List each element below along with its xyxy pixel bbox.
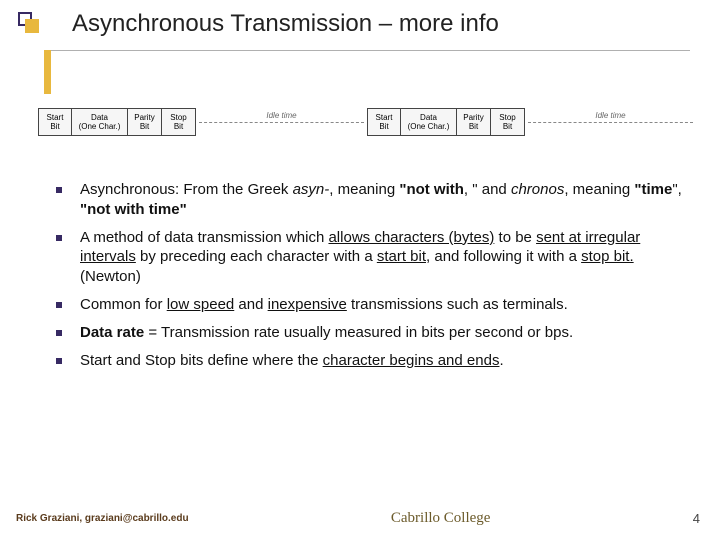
- accent-bar: [44, 50, 51, 94]
- diagram-cell: StopBit: [491, 108, 525, 136]
- footer-author: Rick Graziani, graziani@cabrillo.edu: [16, 513, 189, 524]
- bullet-item: Data rate = Transmission rate usually me…: [50, 323, 682, 343]
- bullet-item: Asynchronous: From the Greek asyn-, mean…: [50, 180, 682, 220]
- bullet-item: A method of data transmission which allo…: [50, 228, 682, 287]
- accent-square-fill: [25, 19, 39, 33]
- diagram-idle: Idle time: [528, 122, 693, 123]
- page-title: Asynchronous Transmission – more info: [72, 10, 499, 38]
- diagram-cell: Data(One Char.): [401, 108, 457, 136]
- footer-logo: Cabrillo College: [391, 510, 491, 527]
- slide-accent-icon: [18, 12, 40, 34]
- title-rule: [44, 50, 690, 51]
- bullet-item: Common for low speed and inexpensive tra…: [50, 295, 682, 315]
- frame-diagram: StartBitData(One Char.)ParityBitStopBitI…: [38, 108, 696, 136]
- slide-footer: Rick Graziani, graziani@cabrillo.edu Cab…: [0, 506, 720, 540]
- diagram-cell: StopBit: [162, 108, 196, 136]
- diagram-cell: Data(One Char.): [72, 108, 128, 136]
- diagram-cell: StartBit: [367, 108, 401, 136]
- diagram-cell: ParityBit: [128, 108, 162, 136]
- diagram-cell: ParityBit: [457, 108, 491, 136]
- page-number: 4: [693, 511, 700, 526]
- bullet-item: Start and Stop bits define where the cha…: [50, 351, 682, 371]
- bullet-list: Asynchronous: From the Greek asyn-, mean…: [50, 180, 682, 378]
- diagram-idle: Idle time: [199, 122, 364, 123]
- diagram-cell: StartBit: [38, 108, 72, 136]
